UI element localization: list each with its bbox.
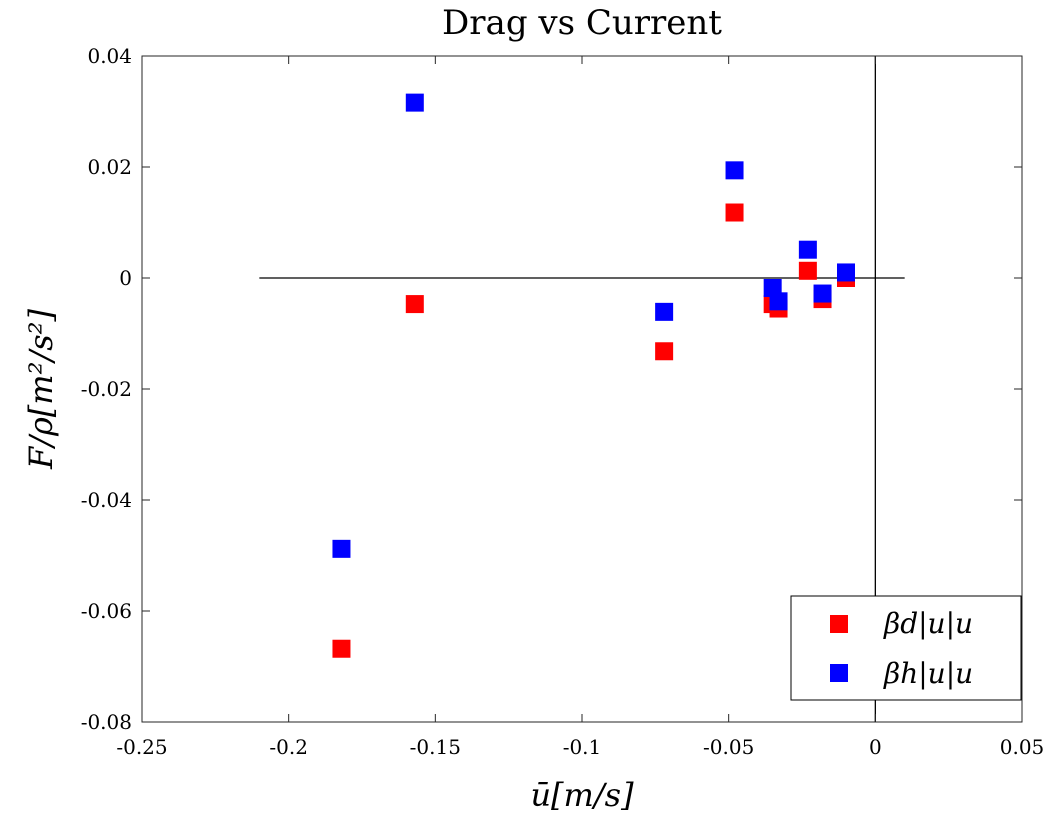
data-point-red <box>655 342 674 361</box>
data-point-blue <box>655 302 674 321</box>
x-axis-label: ū[m/s] <box>530 776 634 814</box>
data-point-blue <box>798 240 817 259</box>
data-point-red <box>405 295 424 314</box>
y-tick-label: -0.08 <box>81 710 132 734</box>
legend-marker-blue <box>830 664 848 682</box>
data-point-red <box>725 203 744 222</box>
legend-label-blue: βh|u|u <box>883 657 973 690</box>
x-tick-label: 0.05 <box>1000 735 1045 759</box>
series-blue <box>332 93 855 558</box>
x-tick-label: -0.15 <box>410 735 461 759</box>
data-point-blue <box>769 292 788 311</box>
data-point-blue <box>405 93 424 112</box>
y-axis-ticks: 0.04 0.02 0 -0.02 -0.04 -0.06 -0.08 <box>81 44 1022 734</box>
x-tick-label: 0 <box>869 735 882 759</box>
data-points <box>332 93 855 658</box>
legend-label-red: βd|u|u <box>883 607 973 640</box>
data-point-blue <box>332 539 351 558</box>
data-point-blue <box>813 284 832 303</box>
x-tick-label: -0.1 <box>563 735 602 759</box>
legend: βd|u|u βh|u|u <box>790 595 1022 701</box>
x-tick-label: -0.05 <box>703 735 754 759</box>
chart-title: Drag vs Current <box>442 3 722 43</box>
y-axis-label: F/ρ[m²/s²] <box>22 309 60 470</box>
x-tick-label: -0.25 <box>116 735 167 759</box>
y-tick-label: -0.04 <box>81 488 132 512</box>
data-point-blue <box>725 161 744 180</box>
data-point-red <box>798 261 817 280</box>
legend-box <box>790 595 1022 701</box>
x-tick-label: -0.2 <box>269 735 308 759</box>
y-tick-label: -0.06 <box>81 599 132 623</box>
y-tick-label: 0 <box>119 266 132 290</box>
data-point-blue <box>837 263 855 282</box>
series-red <box>332 203 855 658</box>
y-tick-label: 0.02 <box>87 155 132 179</box>
y-tick-label: -0.02 <box>81 377 132 401</box>
y-tick-label: 0.04 <box>87 44 132 68</box>
legend-marker-red <box>830 615 848 633</box>
data-point-red <box>332 639 351 658</box>
x-axis-ticks: -0.25 -0.2 -0.15 -0.1 -0.05 0 0.05 <box>116 56 1044 759</box>
